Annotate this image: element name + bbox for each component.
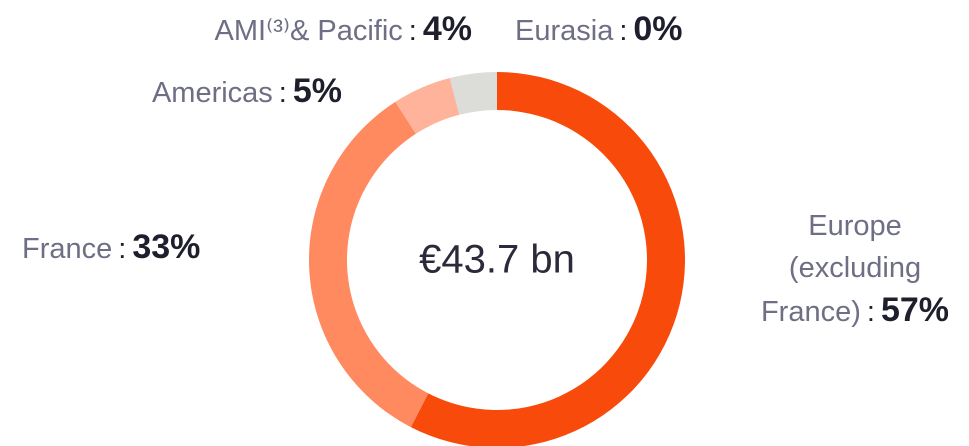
legend-name: AMI⁽³⁾& Pacific (214, 15, 403, 47)
slice-label: Americas:5% (152, 70, 342, 114)
slice-label: Eurasia:0% (515, 8, 683, 52)
legend-name: Europe (excluding France) (760, 210, 922, 328)
value-label: 0% (633, 10, 683, 48)
donut-segment (308, 101, 429, 428)
separator: : (278, 77, 287, 109)
slice-label: France:33% (22, 226, 200, 270)
donut-segment (449, 72, 497, 115)
legend-name: Eurasia (515, 15, 614, 47)
donut-segment (395, 78, 460, 134)
slice-label: Europe (excluding France):57% (745, 205, 965, 333)
separator: : (866, 296, 875, 328)
separator: : (118, 233, 127, 265)
value-label: 5% (292, 72, 342, 110)
separator: : (619, 15, 628, 47)
donut-segment (410, 72, 685, 446)
value-label: 57% (880, 291, 950, 329)
legend-name: Americas (151, 77, 273, 109)
separator: : (408, 15, 417, 47)
value-label: 33% (132, 228, 201, 266)
value-label: 4% (422, 10, 472, 48)
slice-label: AMI⁽³⁾& Pacific:4% (215, 8, 472, 52)
legend-name: France (22, 233, 113, 265)
center-label: €43.7 bn (419, 238, 575, 282)
